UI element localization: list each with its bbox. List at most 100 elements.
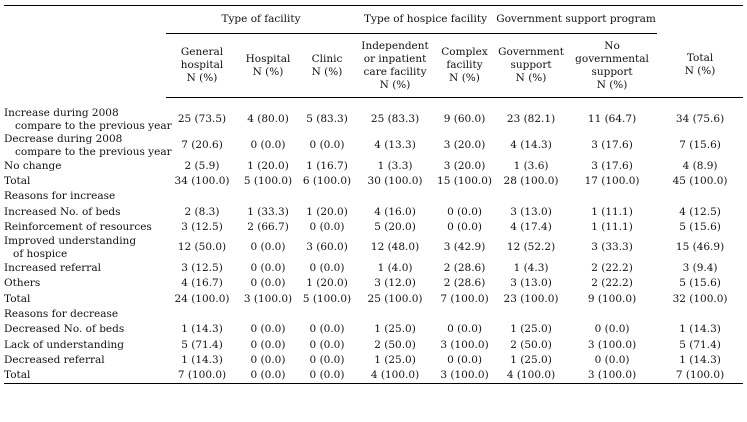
col-header-line: General xyxy=(180,46,224,58)
table-cell: 1 (4.0) xyxy=(377,262,413,275)
table-cell: 1 (20.0) xyxy=(306,205,348,218)
table-cell: 4 (14.3) xyxy=(510,139,552,151)
row-label: Total xyxy=(4,368,166,384)
column-header-row: General hospital N (%) Hospital N (%) Clini… xyxy=(4,33,744,98)
table-cell: 0 (0.0) xyxy=(250,139,286,151)
empty-cell xyxy=(166,307,743,322)
col-header-line: hospital xyxy=(180,59,224,71)
table-cell: 3 (13.0) xyxy=(510,277,552,290)
row-label: Decreased No. of beds xyxy=(4,322,166,337)
col-header-independent-facility: Independent or inpatient care facility N (%… xyxy=(356,33,435,98)
table-cell: 1 (20.0) xyxy=(247,159,289,172)
row-label-line: No change xyxy=(4,159,62,172)
table-cell: 32 (100.0) xyxy=(672,292,728,305)
table-cell: 9 (100.0) xyxy=(587,292,637,305)
table-cell: 5 (15.6) xyxy=(679,277,721,290)
table-cell: 1 (14.3) xyxy=(181,353,223,366)
col-header-line: support xyxy=(510,59,552,71)
table-cell: 1 (20.0) xyxy=(306,277,348,290)
table-cell: 0 (0.0) xyxy=(309,139,345,151)
table-cell: 4 (100.0) xyxy=(495,368,568,384)
table-row: Total 7 (100.0) 0 (0.0) 0 (0.0) 4 (100.0) 3 (… xyxy=(4,368,744,384)
group-header-support: Government support program xyxy=(495,5,658,34)
col-header-line: N (%) xyxy=(186,72,218,84)
table-row: Improved understanding of hospice 12 (50.0… xyxy=(4,235,743,261)
table-row: No change 2 (5.9) 1 (20.0) 1 (16.7) 1 (3.3) 3… xyxy=(4,159,743,174)
table-cell: 2 (8.3) xyxy=(184,205,220,218)
table-cell: 4 (12.5) xyxy=(679,205,721,218)
table-cell: 3 (12.0) xyxy=(374,277,416,290)
group-header-row: Type of facility Type of hospice facilit… xyxy=(4,5,744,98)
table-cell: 0 (0.0) xyxy=(250,338,286,351)
table-cell: 3 (12.5) xyxy=(181,220,223,233)
row-label-line: Total xyxy=(4,368,31,381)
row-label-line: Total xyxy=(4,174,31,187)
table-cell: 1 (16.7) xyxy=(306,159,348,172)
row-label: Improved understanding of hospice xyxy=(4,235,166,261)
table-cell: 0 (0.0) xyxy=(250,323,286,336)
table-cell: 5 (100.0) xyxy=(302,292,352,305)
col-header-line: Independent xyxy=(361,39,429,52)
table-cell: 2 (5.9) xyxy=(184,159,220,172)
table-cell: 23 (82.1) xyxy=(506,113,556,126)
col-header-line: N (%) xyxy=(449,72,480,84)
table-cell: 0 (0.0) xyxy=(250,262,286,275)
table-cell: 25 (100.0) xyxy=(367,292,423,305)
table-row: Increase during 2008 compare to the previ… xyxy=(4,98,743,133)
table-cell: 0 (0.0) xyxy=(447,205,482,218)
col-header-line: facility xyxy=(446,59,483,71)
table-cell: 28 (100.0) xyxy=(503,174,559,187)
table-cell: 3 (20.0) xyxy=(443,139,486,151)
table-cell: 1 (25.0) xyxy=(510,353,552,366)
table-cell: 0 (0.0) xyxy=(309,220,345,233)
col-header-total: Total N (%) xyxy=(657,33,744,98)
table-cell: 9 (60.0) xyxy=(443,113,486,126)
row-label-line: Decreased referral xyxy=(4,353,105,366)
table-cell: 1 (11.1) xyxy=(591,205,633,218)
table-cell: 0 (0.0) xyxy=(298,368,357,384)
table-cell: 4 (80.0) xyxy=(247,113,289,126)
table-cell: 7 (20.6) xyxy=(181,139,223,151)
row-label: Decrease during 2008 compare to the previ… xyxy=(4,132,172,159)
table-cell: 12 (50.0) xyxy=(177,241,227,254)
group-header-spacer xyxy=(657,5,744,34)
table-cell: 15 (46.9) xyxy=(675,241,725,254)
table-body: Increase during 2008 compare to the previ… xyxy=(4,98,744,384)
table-cell: 3 (12.5) xyxy=(181,262,223,275)
row-label-line: Decrease during 2008 xyxy=(4,132,123,145)
table-cell: 3 (17.6) xyxy=(591,159,633,172)
table-cell: 3 (20.0) xyxy=(443,159,486,172)
table-cell: 7 (100.0) xyxy=(657,368,744,384)
table-cell: 5 (100.0) xyxy=(243,174,293,187)
col-header-line: support xyxy=(591,65,633,78)
table-row: Lack of understanding 5 (71.4) 0 (0.0) 0 (0… xyxy=(4,337,743,352)
table-cell: 3 (100.0) xyxy=(587,338,637,351)
table-cell: 3 (100.0) xyxy=(440,338,489,351)
row-label: Others xyxy=(4,276,166,291)
empty-cell xyxy=(166,189,743,204)
col-header-line: N (%) xyxy=(311,65,343,78)
table-cell: 3 (42.9) xyxy=(443,241,486,254)
table-cell: 23 (100.0) xyxy=(503,292,559,305)
table-cell: 3 (9.4) xyxy=(682,262,718,275)
row-label-line: Lack of understanding xyxy=(4,338,125,351)
col-header-line: N (%) xyxy=(596,78,628,91)
stub-header xyxy=(4,5,166,98)
row-label: Lack of understanding xyxy=(4,337,166,352)
col-header-clinic: Clinic N (%) xyxy=(298,33,357,98)
table-cell: 1 (14.3) xyxy=(679,353,721,366)
table-row: Reasons for decrease xyxy=(4,307,743,322)
table-cell: 2 (66.7) xyxy=(247,220,289,233)
row-label: Increased No. of beds xyxy=(4,204,166,219)
table-cell: 5 (71.4) xyxy=(181,338,223,351)
table-cell: 25 (73.5) xyxy=(177,113,227,126)
table-cell: 3 (100.0) xyxy=(434,368,496,384)
table-cell: 1 (14.3) xyxy=(181,323,223,336)
table-header: Type of facility Type of hospice facilit… xyxy=(4,5,744,98)
table-cell: 3 (13.0) xyxy=(510,205,552,218)
table-cell: 0 (0.0) xyxy=(447,353,482,366)
table-cell: 5 (15.6) xyxy=(679,220,721,233)
table-cell: 30 (100.0) xyxy=(367,174,423,187)
table-cell: 2 (50.0) xyxy=(374,338,416,351)
col-header-line: Government xyxy=(498,46,564,58)
